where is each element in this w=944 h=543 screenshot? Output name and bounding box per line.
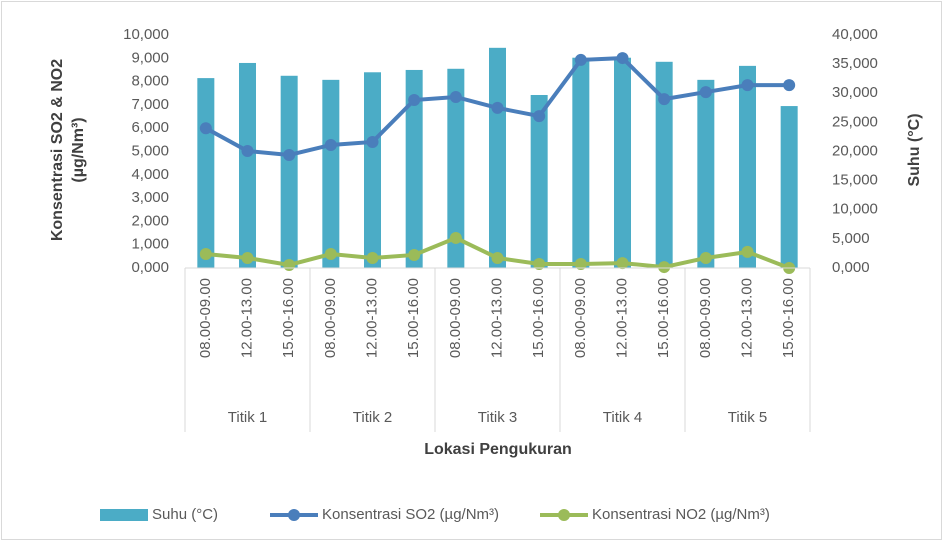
y2-tick-label: 35,000 bbox=[832, 55, 878, 72]
marker bbox=[699, 251, 712, 264]
marker bbox=[366, 135, 379, 148]
marker bbox=[241, 145, 254, 158]
legend-label: Suhu (°C) bbox=[152, 506, 218, 523]
marker bbox=[616, 52, 629, 65]
marker bbox=[283, 258, 296, 271]
y-tick-label: 0,000 bbox=[131, 259, 169, 276]
marker bbox=[658, 93, 671, 106]
y-tick-label: 6,000 bbox=[131, 119, 169, 136]
marker bbox=[574, 258, 587, 271]
bar bbox=[780, 106, 798, 268]
x-tick-label: 08.00-09.00 bbox=[197, 278, 214, 358]
y-tick-label: 1,000 bbox=[131, 236, 169, 253]
marker bbox=[491, 251, 504, 264]
y2-tick-label: 5,000 bbox=[832, 230, 870, 247]
y-tick-label: 3,000 bbox=[131, 189, 169, 206]
marker bbox=[783, 79, 796, 92]
marker bbox=[616, 257, 629, 270]
marker bbox=[658, 261, 671, 274]
y-axis-title: Konsentrasi SO2 & NO2 bbox=[49, 59, 66, 241]
bar bbox=[739, 65, 756, 268]
marker bbox=[574, 53, 587, 66]
x-tick-label: 12.00-13.00 bbox=[363, 278, 380, 358]
group-label: Titik 1 bbox=[228, 409, 267, 426]
group-label: Titik 2 bbox=[353, 409, 392, 426]
marker bbox=[741, 79, 754, 92]
bar bbox=[239, 62, 256, 269]
marker bbox=[491, 101, 504, 114]
x-axis-title: Lokasi Pengukuran bbox=[424, 441, 572, 458]
y-tick-label: 2,000 bbox=[131, 212, 169, 229]
legend-swatch bbox=[100, 509, 148, 521]
y-tick-label: 10,000 bbox=[123, 26, 169, 43]
marker bbox=[199, 248, 212, 261]
bar bbox=[697, 79, 715, 268]
x-tick-label: 15.00-16.00 bbox=[530, 278, 547, 358]
marker bbox=[324, 138, 337, 151]
y2-tick-label: 30,000 bbox=[832, 84, 878, 101]
x-tick-label: 08.00-09.00 bbox=[572, 278, 589, 358]
y-tick-label: 8,000 bbox=[131, 73, 169, 90]
marker bbox=[199, 122, 212, 135]
marker bbox=[408, 94, 421, 107]
bar bbox=[322, 79, 340, 268]
y2-tick-label: 0,000 bbox=[832, 259, 870, 276]
y-tick-label: 5,000 bbox=[131, 142, 169, 159]
y2-tick-label: 40,000 bbox=[832, 26, 878, 43]
marker bbox=[241, 251, 254, 264]
x-tick-label: 12.00-13.00 bbox=[738, 278, 755, 358]
legend-label: Konsentrasi SO2 (µg/Nm³) bbox=[322, 506, 499, 523]
bar bbox=[364, 72, 381, 268]
group-label: Titik 3 bbox=[478, 409, 517, 426]
x-tick-label: 08.00-09.00 bbox=[697, 278, 714, 358]
group-label: Titik 4 bbox=[603, 409, 642, 426]
legend-label: Konsentrasi NO2 (µg/Nm³) bbox=[592, 506, 770, 523]
x-tick-label: 15.00-16.00 bbox=[780, 278, 797, 358]
marker bbox=[449, 90, 462, 103]
y-tick-label: 7,000 bbox=[131, 96, 169, 113]
marker bbox=[533, 110, 546, 123]
y2-axis-title: Suhu (°C) bbox=[906, 113, 923, 186]
bar bbox=[614, 57, 631, 268]
marker bbox=[699, 86, 712, 99]
x-tick-label: 08.00-09.00 bbox=[447, 278, 464, 358]
y2-tick-label: 15,000 bbox=[832, 172, 878, 189]
y2-tick-label: 25,000 bbox=[832, 113, 878, 130]
y-tick-label: 9,000 bbox=[131, 49, 169, 66]
x-tick-label: 15.00-16.00 bbox=[280, 278, 297, 358]
marker bbox=[366, 251, 379, 264]
bar bbox=[530, 94, 548, 268]
y-axis-title: (µg/Nm³) bbox=[70, 117, 87, 182]
x-tick-label: 12.00-13.00 bbox=[238, 278, 255, 358]
marker bbox=[741, 245, 754, 258]
marker bbox=[533, 258, 546, 271]
x-tick-label: 12.00-13.00 bbox=[488, 278, 505, 358]
bar bbox=[405, 69, 423, 268]
bar bbox=[447, 68, 465, 268]
x-tick-label: 08.00-09.00 bbox=[322, 278, 339, 358]
x-tick-label: 12.00-13.00 bbox=[613, 278, 630, 358]
bar bbox=[572, 57, 590, 268]
x-tick-label: 15.00-16.00 bbox=[405, 278, 422, 358]
x-tick-label: 15.00-16.00 bbox=[655, 278, 672, 358]
group-label: Titik 5 bbox=[728, 409, 767, 426]
marker bbox=[283, 148, 296, 161]
bar bbox=[655, 61, 673, 268]
bar bbox=[197, 78, 215, 268]
bar bbox=[280, 75, 298, 269]
marker bbox=[408, 248, 421, 261]
legend-marker bbox=[558, 509, 570, 521]
legend-marker bbox=[288, 509, 300, 521]
bar bbox=[489, 47, 506, 268]
y-tick-label: 4,000 bbox=[131, 166, 169, 183]
marker bbox=[324, 248, 337, 261]
y2-tick-label: 10,000 bbox=[832, 201, 878, 218]
y2-tick-label: 20,000 bbox=[832, 142, 878, 159]
marker bbox=[449, 231, 462, 244]
